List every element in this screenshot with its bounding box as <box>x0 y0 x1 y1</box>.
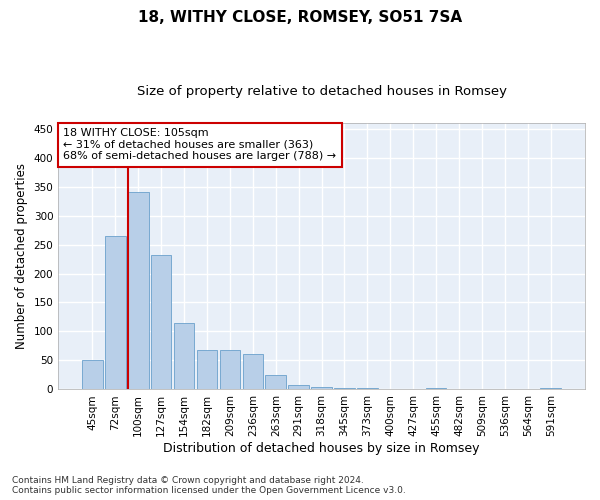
Bar <box>82 360 103 390</box>
Bar <box>357 388 378 390</box>
Bar <box>242 354 263 390</box>
Bar <box>541 388 561 390</box>
Text: 18, WITHY CLOSE, ROMSEY, SO51 7SA: 18, WITHY CLOSE, ROMSEY, SO51 7SA <box>138 10 462 25</box>
Text: 18 WITHY CLOSE: 105sqm
← 31% of detached houses are smaller (363)
68% of semi-de: 18 WITHY CLOSE: 105sqm ← 31% of detached… <box>64 128 337 162</box>
Bar <box>289 386 309 390</box>
Bar <box>311 386 332 390</box>
Y-axis label: Number of detached properties: Number of detached properties <box>15 163 28 349</box>
Text: Contains HM Land Registry data © Crown copyright and database right 2024.
Contai: Contains HM Land Registry data © Crown c… <box>12 476 406 495</box>
X-axis label: Distribution of detached houses by size in Romsey: Distribution of detached houses by size … <box>163 442 480 455</box>
Bar <box>128 192 149 390</box>
Title: Size of property relative to detached houses in Romsey: Size of property relative to detached ho… <box>137 85 506 98</box>
Bar <box>220 350 240 390</box>
Bar <box>105 236 125 390</box>
Bar <box>151 255 172 390</box>
Bar <box>334 388 355 390</box>
Bar <box>265 375 286 390</box>
Bar <box>174 323 194 390</box>
Bar <box>197 350 217 390</box>
Bar <box>426 388 446 390</box>
